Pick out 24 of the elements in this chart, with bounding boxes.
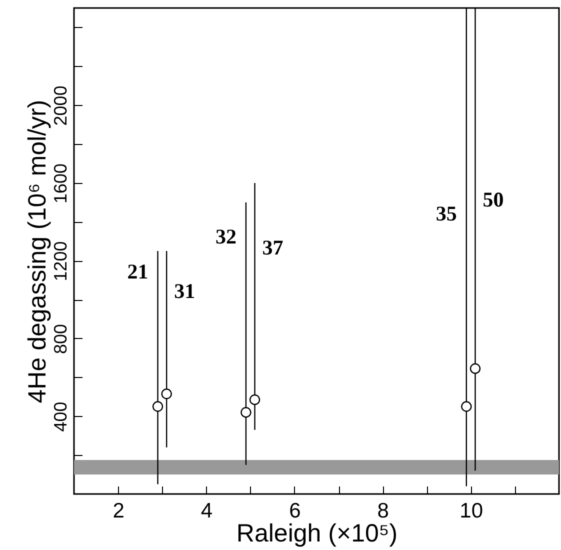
point — [461, 401, 472, 412]
point — [240, 407, 252, 418]
x-axis-title: Raleigh (×10⁵) — [236, 520, 398, 548]
x-tick-label: 6 — [289, 500, 301, 522]
annotation: 50 — [482, 188, 504, 212]
y-tick-label: 1600 — [50, 163, 70, 204]
annotation: 31 — [174, 278, 196, 303]
point — [249, 394, 260, 406]
x-tick-label: 2 — [112, 500, 124, 522]
annotation: 21 — [127, 260, 148, 284]
x-tick-label: 8 — [377, 500, 389, 522]
annotation: 35 — [436, 202, 457, 226]
x-tick-label: 4 — [200, 500, 213, 522]
y-tick-label: 800 — [50, 324, 70, 354]
point — [161, 388, 172, 400]
annotation: 37 — [262, 236, 284, 260]
y-tick-label: 2000 — [50, 86, 70, 126]
annotation: 32 — [215, 224, 236, 248]
x-tick-label: 10 — [460, 500, 483, 522]
y-tick-label: 1200 — [50, 241, 70, 282]
y-axis-title: 4He degassing (10⁶ mol/yr) — [24, 100, 52, 404]
point — [152, 401, 164, 412]
point — [470, 363, 481, 374]
y-tick-label: 400 — [50, 402, 70, 432]
